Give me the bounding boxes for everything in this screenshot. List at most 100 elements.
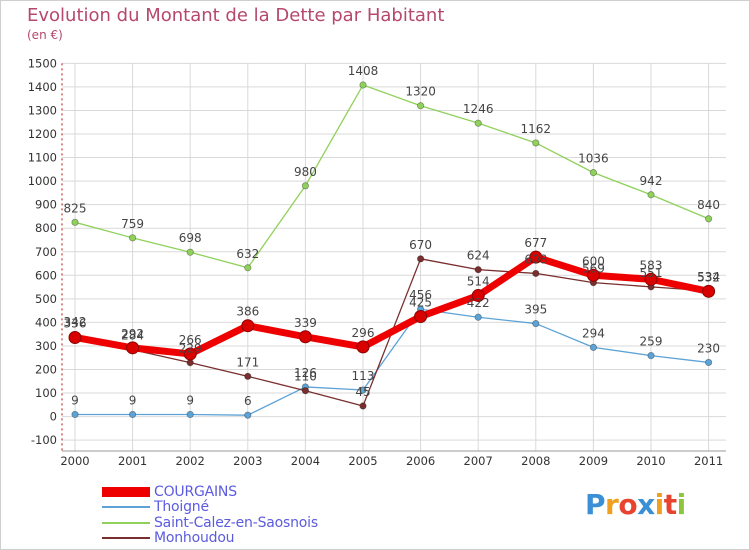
axes: -100 0 100 200 300 400 500 600 700 800 900 1000 1100… xyxy=(28,56,726,468)
y-tick-label: 1200 xyxy=(28,127,57,141)
data-label-thoign: 422 xyxy=(467,296,490,310)
x-tick-label: 2000 xyxy=(60,454,89,468)
data-label-monhoudou: 569 xyxy=(582,262,605,276)
data-label-monhoudou: 110 xyxy=(294,370,317,384)
y-tick-label: 1100 xyxy=(28,151,57,165)
legend-label-saint-calez: Saint-Calez-en-Saosnois xyxy=(154,515,318,531)
x-tick-label: 2002 xyxy=(176,454,205,468)
data-point-saint-calez-en-saosnois xyxy=(244,264,252,272)
x-tick-label: 2004 xyxy=(291,454,320,468)
data-point-saint-calez-en-saosnois xyxy=(532,139,540,147)
data-label-courgains: 266 xyxy=(179,333,202,347)
series-line-saint-calez-en-saosnois xyxy=(74,84,710,269)
data-point-saint-calez-en-saosnois xyxy=(416,102,425,110)
data-label-thoign: 6 xyxy=(244,394,252,408)
x-tick-label: 2003 xyxy=(233,454,262,468)
data-label-monhoudou: 45 xyxy=(355,385,370,399)
data-label-courgains: 296 xyxy=(352,326,375,340)
data-point-saint-calez-en-saosnois xyxy=(704,215,713,223)
data-point-monhoudou xyxy=(416,255,425,263)
data-label-saint-calez-en-saosnois: 698 xyxy=(179,231,202,245)
data-label-monhoudou: 171 xyxy=(236,355,259,369)
y-tick-label: 1500 xyxy=(28,56,57,70)
data-point-saint-calez-en-saosnois xyxy=(647,191,655,199)
data-point-thoign xyxy=(704,358,713,367)
data-point-courgains xyxy=(68,330,82,344)
legend-item-thoigne: Thoigné xyxy=(102,499,209,515)
x-tick-label: 2010 xyxy=(636,454,665,468)
logo-letter: P xyxy=(585,488,606,521)
data-point-saint-calez-en-saosnois xyxy=(186,248,194,256)
y-tick-label: 1000 xyxy=(28,174,57,188)
data-point-thoign xyxy=(474,313,482,321)
data-label-thoign: 9 xyxy=(129,393,137,407)
data-label-monhoudou: 551 xyxy=(640,266,663,280)
data-point-thoign xyxy=(71,410,79,419)
y-tick-label: 900 xyxy=(35,198,57,212)
data-point-courgains xyxy=(241,319,255,333)
data-point-saint-calez-en-saosnois xyxy=(71,218,79,226)
data-label-monhoudou: 608 xyxy=(524,252,547,266)
data-point-saint-calez-en-saosnois xyxy=(359,81,367,89)
data-label-saint-calez-en-saosnois: 632 xyxy=(236,247,259,261)
data-point-saint-calez-en-saosnois xyxy=(589,169,598,177)
data-label-thoign: 126 xyxy=(294,366,317,380)
data-point-saint-calez-en-saosnois xyxy=(129,234,137,242)
data-label-saint-calez-en-saosnois: 1408 xyxy=(348,64,379,78)
data-label-saint-calez-en-saosnois: 1246 xyxy=(463,102,494,116)
y-tick-label: 0 xyxy=(50,410,57,424)
legend-item-courgains: COURGAINS xyxy=(102,484,237,500)
y-tick-label: 800 xyxy=(35,221,57,235)
y-tick-label: 400 xyxy=(35,315,57,329)
data-label-courgains: 532 xyxy=(697,270,720,284)
data-point-thoign xyxy=(359,386,367,394)
y-tick-label: 500 xyxy=(35,292,57,306)
data-point-courgains xyxy=(702,284,716,298)
y-tick-label: -100 xyxy=(31,433,57,447)
data-label-thoign: 395 xyxy=(524,303,547,317)
data-label-saint-calez-en-saosnois: 1162 xyxy=(521,122,552,136)
data-label-thoign: 230 xyxy=(697,341,720,355)
legend-item-monhoudou: Monhoudou xyxy=(102,530,235,546)
legend-swatch-monhoudou xyxy=(102,537,150,539)
data-point-saint-calez-en-saosnois xyxy=(301,182,309,190)
data-point-thoign xyxy=(129,410,137,419)
data-point-monhoudou xyxy=(474,266,482,274)
x-tick-label: 2001 xyxy=(118,454,147,468)
data-point-courgains xyxy=(644,272,658,286)
data-point-thoign xyxy=(647,352,655,360)
data-point-courgains xyxy=(126,341,140,355)
legend-label-thoigne: Thoigné xyxy=(154,499,209,515)
data-point-thoign xyxy=(186,410,194,419)
y-tick-label: 1400 xyxy=(28,80,57,94)
y-tick-label: 300 xyxy=(35,339,57,353)
x-tick-label: 2005 xyxy=(348,454,377,468)
legend-swatch-courgains xyxy=(102,487,150,497)
data-point-courgains xyxy=(586,268,600,282)
gridlines xyxy=(62,62,726,451)
data-label-saint-calez-en-saosnois: 1320 xyxy=(405,85,436,99)
data-label-saint-calez-en-saosnois: 825 xyxy=(64,201,87,215)
data-point-courgains xyxy=(356,340,370,354)
data-label-saint-calez-en-saosnois: 1036 xyxy=(578,152,609,166)
logo-letter: o xyxy=(618,488,638,521)
logo-letter: r xyxy=(605,488,619,521)
y-tick-label: 200 xyxy=(35,363,57,377)
x-tick-label: 2006 xyxy=(406,454,435,468)
series-line-courgains xyxy=(71,253,713,358)
y-tick-label: 1300 xyxy=(28,103,57,117)
data-label-thoign: 456 xyxy=(409,288,432,302)
data-label-courgains: 292 xyxy=(121,327,144,341)
data-label-saint-calez-en-saosnois: 942 xyxy=(640,174,663,188)
data-point-courgains xyxy=(529,250,543,264)
data-label-courgains: 514 xyxy=(467,275,490,289)
data-point-saint-calez-en-saosnois xyxy=(474,119,482,127)
data-point-courgains xyxy=(414,310,428,324)
chart-title: Evolution du Montant de la Dette par Hab… xyxy=(27,5,445,26)
data-label-thoign: 294 xyxy=(582,326,605,340)
data-point-thoign xyxy=(244,411,252,419)
data-label-monhoudou: 670 xyxy=(409,238,432,252)
data-point-thoign xyxy=(589,343,598,351)
data-label-monhoudou: 342 xyxy=(64,315,87,329)
